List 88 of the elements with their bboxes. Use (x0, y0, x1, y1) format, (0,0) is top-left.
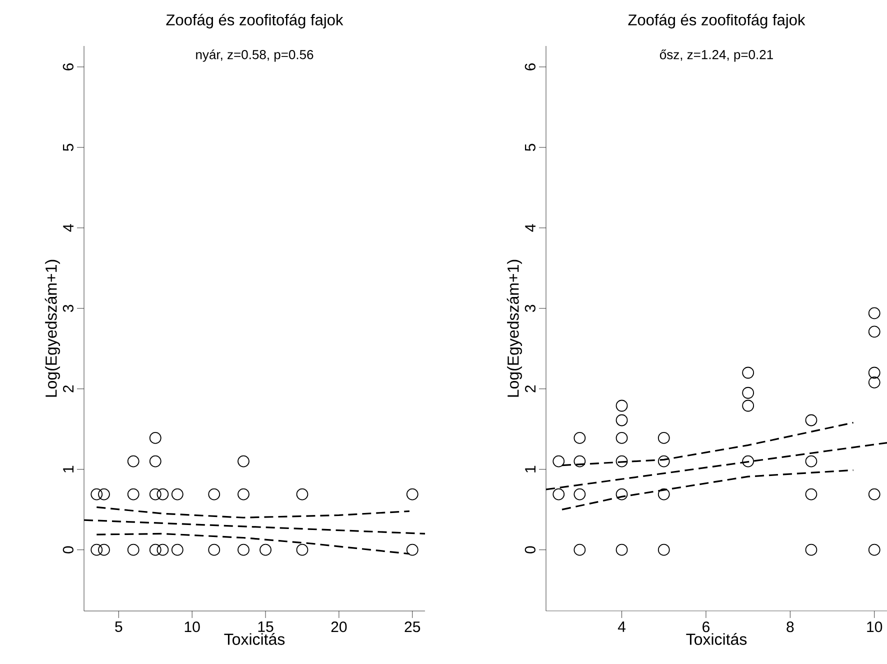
y-tick-label: 1 (63, 466, 74, 472)
point (868, 366, 880, 379)
y-axis-title: Log(Egyedszám+1) (506, 260, 522, 397)
x-tick-label: 20 (331, 622, 347, 632)
point (868, 326, 880, 338)
y-tick-label: 0 (62, 546, 74, 554)
y-tick-label: 6 (62, 63, 74, 70)
point (406, 488, 418, 500)
y-tick-label: 5 (525, 144, 536, 151)
point (90, 544, 103, 556)
y-tick-label: 6 (524, 63, 536, 70)
point (149, 432, 162, 444)
x-tick-label: 15 (258, 622, 274, 632)
point (742, 366, 754, 379)
y-tick-label: 0 (524, 546, 536, 554)
point (208, 488, 220, 500)
point (658, 544, 670, 556)
point (127, 455, 140, 468)
chart-title: Zoofág és zoofitofág fajok (628, 14, 806, 28)
x-axis-title: Toxicitás (686, 633, 747, 645)
point (296, 544, 308, 556)
chart-subtitle: nyár, z=0.58, p=0.56 (196, 50, 314, 62)
y-tick-label: 2 (62, 385, 74, 392)
point (406, 544, 418, 556)
chart-subtitle: ősz, z=1.24, p=0.21 (660, 50, 773, 62)
point (171, 488, 184, 500)
x-tick-label: 25 (404, 622, 420, 632)
point (98, 488, 110, 500)
line-series (96, 506, 410, 518)
point (149, 488, 162, 500)
point (90, 488, 103, 500)
point (238, 488, 250, 500)
point (616, 414, 628, 426)
point (805, 455, 818, 468)
x-tick-label: 4 (618, 622, 626, 632)
x-tick-label: 10 (867, 622, 882, 632)
point (742, 455, 754, 468)
point (574, 455, 586, 468)
point (238, 455, 250, 468)
point (156, 488, 169, 500)
point (260, 544, 272, 556)
point (238, 544, 250, 556)
line-series (561, 469, 854, 510)
point (616, 432, 628, 444)
point (742, 386, 754, 399)
point (616, 400, 628, 412)
point (149, 455, 162, 468)
y-tick-label: 5 (63, 144, 74, 151)
y-axis-title: Log(Egyedszám+1) (44, 260, 60, 397)
point (616, 544, 628, 556)
point (658, 455, 670, 468)
point (208, 544, 220, 556)
y-tick-label: 4 (63, 224, 74, 232)
y-tick-label: 1 (525, 466, 536, 472)
point (574, 488, 586, 500)
point (149, 544, 162, 556)
point (296, 488, 308, 500)
point (616, 455, 628, 468)
point (98, 544, 110, 556)
point (616, 488, 628, 500)
point (574, 544, 586, 556)
point (805, 488, 818, 500)
x-tick-label: 6 (702, 622, 710, 632)
point (574, 432, 586, 444)
y-tick-label: 3 (62, 304, 74, 312)
point (658, 488, 670, 500)
point (127, 488, 140, 500)
point (658, 432, 670, 444)
y-tick-label: 4 (525, 224, 536, 232)
point (805, 414, 818, 426)
point (805, 544, 818, 556)
y-tick-label: 3 (524, 304, 536, 312)
x-tick-label: 10 (184, 622, 200, 632)
x-tick-label: 5 (115, 622, 122, 632)
point (552, 488, 565, 500)
x-tick-label: 8 (786, 622, 794, 632)
point (868, 376, 880, 388)
point (156, 544, 169, 556)
point (742, 400, 754, 412)
point (868, 544, 880, 556)
point (868, 488, 880, 500)
point (552, 455, 565, 468)
chart-title: Zoofág és zoofitofág fajok (166, 14, 344, 28)
y-tick-label: 2 (524, 385, 536, 392)
point (868, 307, 880, 320)
point (171, 544, 184, 556)
point (127, 544, 140, 556)
x-axis-title: Toxicitás (224, 633, 285, 645)
